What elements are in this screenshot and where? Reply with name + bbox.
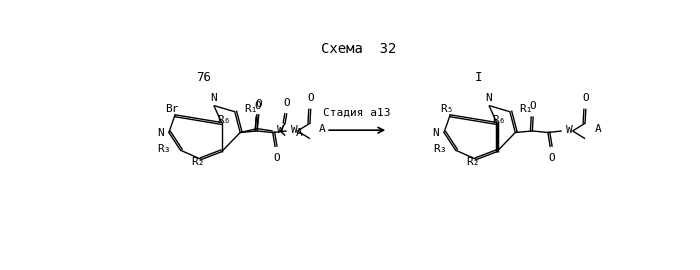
Text: I: I — [475, 71, 482, 84]
Text: N: N — [211, 93, 217, 103]
Text: O: O — [255, 101, 261, 111]
Text: W: W — [566, 125, 573, 135]
Text: O: O — [582, 93, 589, 103]
Text: R₃: R₃ — [433, 144, 447, 154]
Text: R₂: R₂ — [467, 157, 480, 167]
Text: R₁: R₁ — [244, 104, 258, 114]
Text: R₃: R₃ — [158, 144, 172, 154]
Text: Br: Br — [165, 104, 178, 114]
Text: O: O — [307, 93, 314, 103]
Text: R₆: R₆ — [217, 115, 230, 125]
Text: O: O — [530, 101, 536, 111]
Text: N: N — [158, 127, 164, 137]
Text: N: N — [486, 93, 492, 103]
Text: R₁: R₁ — [519, 104, 533, 114]
Text: O: O — [273, 153, 280, 163]
Text: 76: 76 — [196, 71, 211, 84]
Text: A: A — [319, 124, 326, 134]
Text: Стадия а13: Стадия а13 — [323, 108, 391, 118]
Text: Схема  32: Схема 32 — [321, 42, 396, 56]
Text: O: O — [284, 98, 290, 108]
Text: O: O — [548, 153, 555, 163]
Text: W: W — [276, 125, 284, 135]
Text: A: A — [296, 127, 302, 137]
Text: N: N — [433, 127, 440, 137]
Text: R₆: R₆ — [492, 115, 505, 125]
Text: R₂: R₂ — [192, 157, 205, 167]
Text: A: A — [594, 124, 601, 134]
Text: R₅: R₅ — [440, 104, 454, 114]
Text: W: W — [290, 125, 298, 135]
Text: O: O — [256, 99, 262, 109]
